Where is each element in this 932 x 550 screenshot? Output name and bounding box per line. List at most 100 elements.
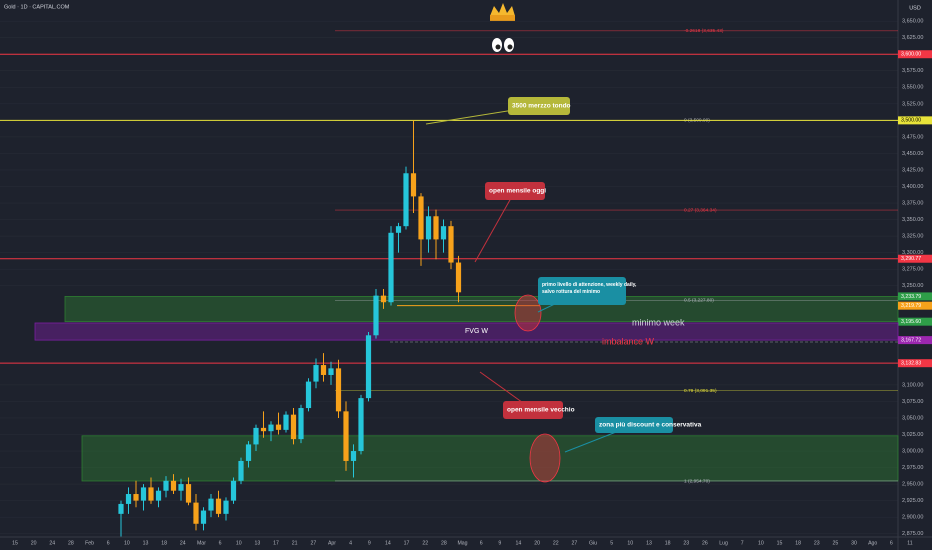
fib-label: 0.79 (3,091.35) (684, 388, 717, 394)
candle-body (358, 398, 364, 452)
x-tick-label: 18 (665, 540, 671, 546)
x-tick-label: 6 (480, 540, 483, 546)
x-tick-label: 23 (683, 540, 689, 546)
fib-label: 0.27 (3,364.34) (684, 207, 717, 213)
fib-label: 1 (2,954.70) (684, 478, 710, 484)
x-tick-label: 13 (143, 540, 149, 546)
candle-body (200, 510, 207, 524)
x-tick-label: 15 (12, 540, 18, 546)
x-tick-label: Lug (719, 540, 728, 546)
x-tick-label: 10 (627, 540, 633, 546)
x-tick-label: 6 (890, 540, 893, 546)
x-tick-label: 21 (292, 540, 298, 546)
candle-body (395, 226, 402, 233)
candle-body (455, 262, 462, 293)
price-tag (898, 317, 932, 326)
price-tag-label: 3,132.83 (901, 361, 921, 367)
candle-body (283, 414, 289, 430)
price-tag-label: 3,290.77 (901, 256, 921, 262)
price-tag-label: 3,167.72 (901, 337, 921, 343)
callout-box (538, 277, 626, 305)
candle-body (388, 232, 394, 303)
candle-body (245, 444, 252, 461)
candle-body (365, 335, 372, 399)
x-tick-label: Ago (868, 540, 877, 546)
x-tick-label: 10 (236, 540, 242, 546)
candle-body (208, 498, 214, 511)
y-tick-label: 3,275.00 (902, 267, 923, 273)
y-tick-label: 3,450.00 (902, 151, 923, 157)
x-tick-label: Feb (85, 540, 94, 546)
x-tick-label: Mar (197, 540, 206, 546)
x-tick-label: 22 (422, 540, 428, 546)
y-tick-label: 2,975.00 (902, 465, 923, 471)
y-tick-label: 3,475.00 (902, 134, 923, 140)
candle-body (118, 503, 124, 514)
x-tick-label: Apr (328, 540, 336, 546)
x-tick-label: 10 (124, 540, 130, 546)
price-tag (898, 336, 932, 345)
candle-body (328, 368, 334, 375)
y-tick-label: 2,950.00 (902, 482, 923, 488)
x-tick-label: 23 (814, 540, 820, 546)
y-tick-label: 3,375.00 (902, 200, 923, 206)
candle-body (305, 381, 312, 409)
currency: USD (909, 5, 921, 11)
y-tick-label: 2,925.00 (902, 498, 923, 504)
y-tick-label: 3,100.00 (902, 382, 923, 388)
candle-body (403, 173, 409, 227)
price-tag (898, 301, 932, 310)
y-tick-label: 3,550.00 (902, 85, 923, 91)
candle-body (215, 498, 222, 514)
callout-text: 3500 merzzo tondo (512, 103, 571, 110)
callout-box (508, 97, 570, 115)
x-tick-label: 11 (907, 540, 912, 546)
zone (34, 322, 899, 341)
y-tick-label: 3,325.00 (902, 234, 923, 240)
price-tag-label: 3,500.00 (901, 118, 921, 124)
candle-body (230, 480, 237, 501)
candle-body (380, 295, 387, 303)
callout-text: open mensile oggi (489, 188, 546, 195)
y-tick-label: 3,575.00 (902, 68, 923, 74)
fib-label: 0.5 (3,227.80) (684, 298, 714, 304)
price-tag (898, 359, 932, 368)
callout-text: open mensile vecchio (507, 407, 575, 414)
x-tick-label: 14 (516, 540, 522, 546)
candle-body (290, 414, 297, 440)
price-tag (898, 292, 932, 301)
price-tag-label: 3,600.00 (901, 52, 921, 58)
x-tick-label: 4 (349, 540, 352, 546)
highlight-circle (514, 294, 542, 332)
candle-body (253, 427, 259, 445)
x-tick-label: 20 (31, 540, 37, 546)
x-tick-label: 24 (49, 540, 55, 546)
x-tick-label: 7 (741, 540, 744, 546)
x-tick-label: 6 (107, 540, 110, 546)
candle-body (148, 487, 154, 501)
candle-body (418, 196, 424, 240)
x-tick-label: 25 (833, 540, 839, 546)
candle-body (163, 480, 169, 491)
candle-body (125, 494, 132, 504)
price-tag-label: 3,195.60 (901, 319, 921, 325)
candle-body (335, 368, 342, 412)
x-tick-label: Mag (457, 540, 467, 546)
candle-body (178, 484, 184, 491)
y-tick-label: 3,000.00 (902, 448, 923, 454)
candle-body (298, 408, 304, 440)
candle-body (313, 365, 319, 382)
x-tick-label: 5 (610, 540, 613, 546)
candle-body (260, 427, 267, 432)
x-tick-label: 28 (68, 540, 74, 546)
x-tick-label: 24 (180, 540, 186, 546)
candle-body (425, 216, 432, 240)
candle-body (223, 500, 229, 514)
y-tick-label: 3,425.00 (902, 167, 923, 173)
y-tick-label: 3,300.00 (902, 250, 923, 256)
candle-body (410, 173, 417, 197)
crown-icon (490, 3, 515, 52)
x-tick-label: 30 (851, 540, 857, 546)
x-tick-label: 26 (702, 540, 708, 546)
